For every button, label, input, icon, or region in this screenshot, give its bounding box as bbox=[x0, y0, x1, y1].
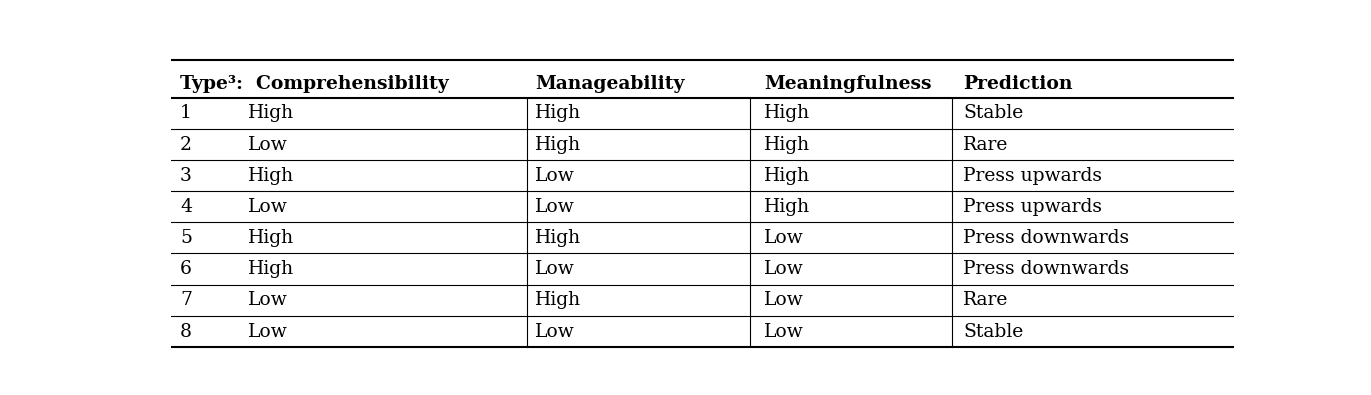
Text: Meaningfulness: Meaningfulness bbox=[764, 75, 932, 93]
Text: 8: 8 bbox=[180, 323, 192, 340]
Text: Press downwards: Press downwards bbox=[962, 229, 1130, 247]
Text: Rare: Rare bbox=[962, 135, 1008, 154]
Text: Low: Low bbox=[248, 323, 288, 340]
Text: Low: Low bbox=[535, 198, 574, 216]
Text: Low: Low bbox=[764, 292, 803, 310]
Text: 7: 7 bbox=[180, 292, 192, 310]
Text: Press upwards: Press upwards bbox=[962, 167, 1102, 185]
Text: 4: 4 bbox=[180, 198, 192, 216]
Text: Press upwards: Press upwards bbox=[962, 198, 1102, 216]
Text: 6: 6 bbox=[180, 260, 192, 278]
Text: Stable: Stable bbox=[962, 104, 1023, 122]
Text: Press downwards: Press downwards bbox=[962, 260, 1130, 278]
Text: 2: 2 bbox=[180, 135, 192, 154]
Text: Low: Low bbox=[535, 260, 574, 278]
Text: High: High bbox=[535, 135, 581, 154]
Text: Low: Low bbox=[248, 198, 288, 216]
Text: High: High bbox=[764, 135, 810, 154]
Text: Low: Low bbox=[248, 135, 288, 154]
Text: Low: Low bbox=[764, 260, 803, 278]
Text: Low: Low bbox=[764, 323, 803, 340]
Text: High: High bbox=[764, 104, 810, 122]
Text: High: High bbox=[764, 167, 810, 185]
Text: 5: 5 bbox=[180, 229, 192, 247]
Text: Low: Low bbox=[248, 292, 288, 310]
Text: Low: Low bbox=[535, 323, 574, 340]
Text: High: High bbox=[535, 292, 581, 310]
Text: High: High bbox=[535, 229, 581, 247]
Text: Prediction: Prediction bbox=[962, 75, 1072, 93]
Text: High: High bbox=[764, 198, 810, 216]
Text: Stable: Stable bbox=[962, 323, 1023, 340]
Text: 1: 1 bbox=[180, 104, 192, 122]
Text: High: High bbox=[248, 104, 293, 122]
Text: Low: Low bbox=[535, 167, 574, 185]
Text: Rare: Rare bbox=[962, 292, 1008, 310]
Text: Low: Low bbox=[764, 229, 803, 247]
Text: High: High bbox=[248, 260, 293, 278]
Text: High: High bbox=[248, 167, 293, 185]
Text: Manageability: Manageability bbox=[535, 75, 684, 93]
Text: 3: 3 bbox=[180, 167, 192, 185]
Text: High: High bbox=[535, 104, 581, 122]
Text: Type³:  Comprehensibility: Type³: Comprehensibility bbox=[180, 75, 448, 93]
Text: High: High bbox=[248, 229, 293, 247]
